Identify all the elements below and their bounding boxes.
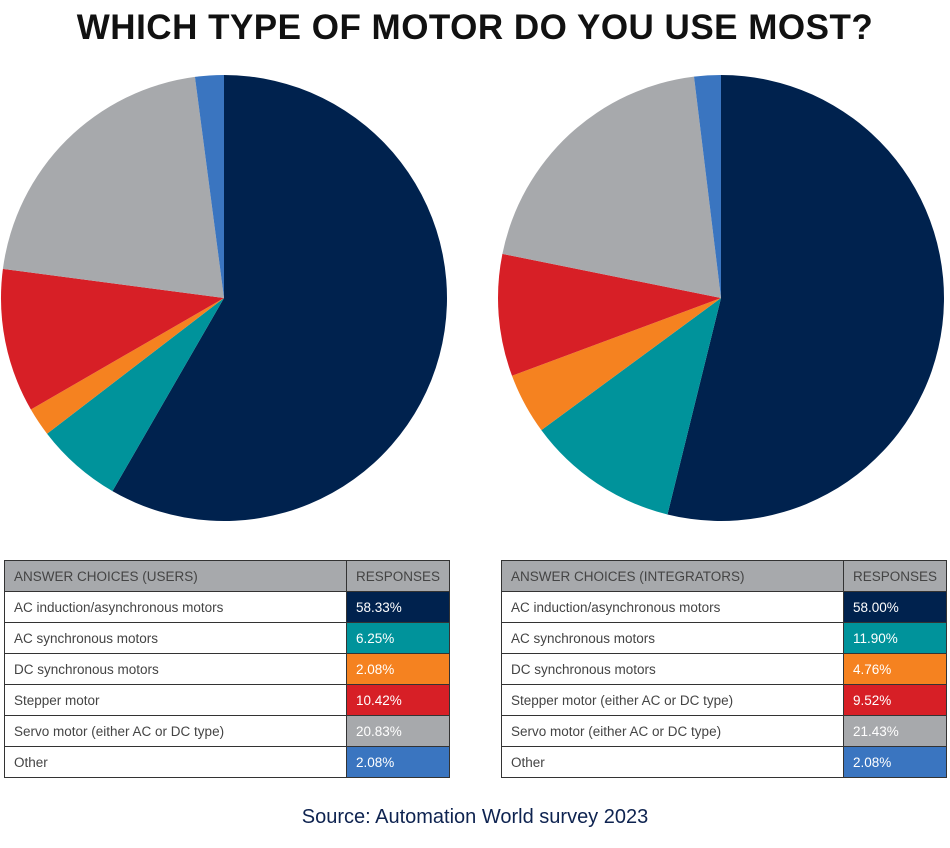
answer-choice: DC synchronous motors [501, 653, 844, 685]
pie-slice-2 [541, 298, 721, 515]
table-row: Stepper motor (either AC or DC type) 9.52… [501, 684, 948, 716]
table-row: AC induction/asynchronous motors 58.00% [501, 591, 948, 623]
pie-slice-3 [512, 298, 721, 431]
response-value: 4.76% [842, 653, 948, 685]
answer-choice: Other [4, 746, 347, 778]
table-row: Servo motor (either AC or DC type) 21.43% [501, 715, 948, 747]
answer-choice: Stepper motor (either AC or DC type) [501, 684, 844, 716]
pie-slice-4 [498, 253, 721, 376]
pie-slice-1 [667, 75, 944, 521]
answer-choice: AC induction/asynchronous motors [4, 591, 347, 623]
users-pie [1, 75, 447, 521]
header-choices: ANSWER CHOICES (INTEGRATORS) [501, 560, 844, 592]
response-value: 2.08% [345, 746, 451, 778]
response-value: 11.90% [842, 622, 948, 654]
response-value: 2.08% [842, 746, 948, 778]
response-value: 21.43% [842, 715, 948, 747]
integrators-pie [498, 75, 944, 521]
source-note: Source: Automation World survey 2023 [301, 806, 649, 828]
answer-choice: AC synchronous motors [501, 622, 844, 654]
answer-choice: AC synchronous motors [4, 622, 347, 654]
answer-choice: Servo motor (either AC or DC type) [4, 715, 347, 747]
table-row: DC synchronous motors 2.08% [4, 653, 451, 685]
table-row: Stepper motor 10.42% [4, 684, 451, 716]
response-value: 20.83% [345, 715, 451, 747]
pie-slice-6 [194, 75, 224, 298]
pie-slice-2 [47, 298, 225, 492]
table-row: AC induction/asynchronous motors 58.33% [4, 591, 451, 623]
pie-slice-5 [502, 76, 721, 298]
header-responses: RESPONSES [345, 560, 451, 592]
response-value: 10.42% [345, 684, 451, 716]
answer-choice: Other [501, 746, 844, 778]
response-value: 2.08% [345, 653, 451, 685]
users-table: ANSWER CHOICES (USERS) RESPONSES AC induc… [4, 560, 451, 778]
answer-choice: AC induction/asynchronous motors [501, 591, 844, 623]
pie-slice-3 [30, 298, 224, 434]
response-value: 58.00% [842, 591, 948, 623]
pie-slice-1 [112, 75, 447, 521]
response-value: 58.33% [345, 591, 451, 623]
table-row: Other 2.08% [501, 746, 948, 778]
table-row: DC synchronous motors 4.76% [501, 653, 948, 685]
answer-choice: Stepper motor [4, 684, 347, 716]
chart-title: WHICH TYPE OF MOTOR DO YOU USE MOST? [76, 8, 874, 47]
pie-slice-5 [2, 76, 225, 298]
table-row: AC synchronous motors 11.90% [501, 622, 948, 654]
pie-slice-6 [694, 75, 721, 298]
header-responses: RESPONSES [842, 560, 948, 592]
integrators-table: ANSWER CHOICES (INTEGRATORS) RESPONSES AC… [501, 560, 948, 778]
response-value: 9.52% [842, 684, 948, 716]
answer-choice: DC synchronous motors [4, 653, 347, 685]
table-row: Other 2.08% [4, 746, 451, 778]
table-row: Servo motor (either AC or DC type) 20.83% [4, 715, 451, 747]
answer-choice: Servo motor (either AC or DC type) [501, 715, 844, 747]
table-row: AC synchronous motors 6.25% [4, 622, 451, 654]
pie-slice-4 [1, 268, 225, 410]
header-choices: ANSWER CHOICES (USERS) [4, 560, 347, 592]
response-value: 6.25% [345, 622, 451, 654]
